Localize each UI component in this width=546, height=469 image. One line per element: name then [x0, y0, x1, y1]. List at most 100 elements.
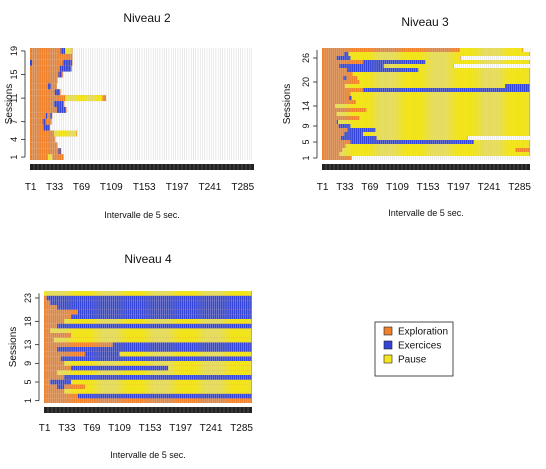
session-row-15: [30, 71, 63, 78]
segment-exploration: [30, 154, 64, 160]
x-axis-label: Intervalle de 5 sec.: [388, 208, 464, 218]
x-tick-label: T1: [317, 182, 329, 193]
segment-pause: [53, 130, 77, 137]
segment-exercices: [60, 48, 66, 54]
x-tick-label: T33: [336, 182, 354, 193]
session-row-6: [30, 124, 51, 131]
segment-exercices: [344, 132, 363, 136]
y-tick-label: 4: [9, 137, 19, 142]
segment-pause: [44, 291, 252, 296]
segment-exploration: [30, 53, 73, 60]
segment-exploration: [30, 118, 52, 125]
segment-exploration: [515, 148, 530, 152]
segment-exercices: [47, 83, 51, 90]
segment-pause: [71, 333, 252, 338]
y-tick-label: 1: [23, 398, 33, 403]
y-tick-label: 13: [23, 340, 33, 350]
legend-label: Exercices: [398, 341, 441, 352]
segment-pause: [359, 116, 530, 120]
cell-grid: [323, 48, 531, 160]
segment-pause: [337, 120, 530, 124]
session-row-17: [30, 59, 73, 66]
session-row-16: [30, 65, 72, 72]
segment-exercices: [59, 65, 72, 72]
segment-exploration: [30, 124, 51, 131]
y-tick-label: 5: [301, 139, 311, 144]
segment-pause: [71, 379, 252, 385]
segment-exercices: [336, 120, 338, 124]
segment-exercices: [344, 52, 349, 56]
segment-pause: [65, 48, 72, 54]
segment-pause: [50, 328, 252, 333]
y-tick-label: 20: [301, 77, 311, 87]
session-row-12: [30, 89, 61, 96]
segment-exercices: [346, 68, 419, 72]
segment-exercices: [349, 96, 352, 100]
y-tick-label: 11: [9, 93, 19, 102]
segment-pause: [425, 60, 530, 64]
chart-title: Niveau 3: [401, 15, 449, 29]
y-axis-label: Sessions: [4, 84, 15, 125]
segment-pause: [348, 52, 530, 56]
x-tick-label: T109: [100, 182, 123, 193]
y-tick-label: 23: [23, 293, 33, 303]
session-row-19: [30, 48, 73, 54]
x-tick-label: T197: [166, 182, 189, 193]
segment-pause: [366, 108, 530, 112]
x-tick-label: T241: [200, 423, 223, 434]
timeline-strip-ticks: [33, 164, 251, 170]
segment-exploration: [30, 142, 58, 149]
segment-exercices: [64, 375, 252, 380]
segment-pause: [64, 361, 252, 366]
segment-exercices: [338, 124, 351, 128]
session-row-18: [30, 53, 73, 60]
cell-grid: [45, 291, 251, 403]
segment-exercices: [60, 356, 252, 361]
segment-exploration: [30, 48, 73, 54]
segment-pause: [357, 76, 530, 80]
legend: Exploration Exercices Pause: [374, 321, 454, 377]
session-row-7: [30, 118, 52, 125]
segment-exploration: [322, 156, 352, 160]
segment-exercices: [350, 140, 474, 144]
x-tick-label: T285: [231, 182, 254, 193]
x-tick-label: T197: [447, 182, 470, 193]
y-tick-label: 5: [23, 379, 33, 384]
segment-exploration: [30, 71, 63, 78]
segment-exploration: [30, 65, 72, 72]
x-tick-label: T109: [108, 423, 131, 434]
segment-exercices: [50, 112, 52, 119]
chart-title: Niveau 4: [124, 252, 172, 266]
segment-pause: [359, 80, 530, 84]
x-axis-label: Intervalle de 5 sec.: [110, 450, 186, 460]
segment-exercices: [30, 59, 33, 66]
segment-pause: [336, 112, 530, 116]
segment-exploration: [30, 89, 61, 96]
legend-swatch-exercices: [383, 340, 393, 350]
segment-exercices: [54, 89, 60, 96]
segment-exploration: [30, 130, 78, 137]
segment-exploration: [30, 101, 65, 107]
segment-exercices: [340, 136, 377, 140]
session-row-28: [322, 48, 524, 52]
x-tick-label: T153: [133, 182, 156, 193]
x-tick-label: T109: [386, 182, 409, 193]
y-tick-label: 26: [301, 53, 311, 63]
segment-pause: [168, 365, 252, 371]
x-tick-label: T153: [139, 423, 162, 434]
segment-exercices: [362, 60, 426, 64]
session-row-24: [322, 64, 454, 68]
segment-exercices: [71, 314, 252, 319]
session-row-4: [30, 136, 56, 143]
segment-pause: [362, 132, 530, 136]
x-tick-label: T1: [25, 182, 37, 193]
chart-panel-2: Niveau 3 Sessions 1 5 9 14 20 26 T1 T33 T69 T109 T15…: [282, 15, 531, 218]
segment-pause: [350, 92, 530, 96]
segment-exercices: [71, 365, 169, 371]
timeline-strip-ticks: [47, 407, 249, 413]
y-tick-label: 18: [23, 316, 33, 326]
chart-panel-1: Niveau 2 Sessions 1 4 7 11 15 19 T1 T33 T69 T109 T15…: [4, 11, 255, 220]
segment-exploration: [322, 48, 524, 52]
segment-exploration: [30, 136, 56, 143]
